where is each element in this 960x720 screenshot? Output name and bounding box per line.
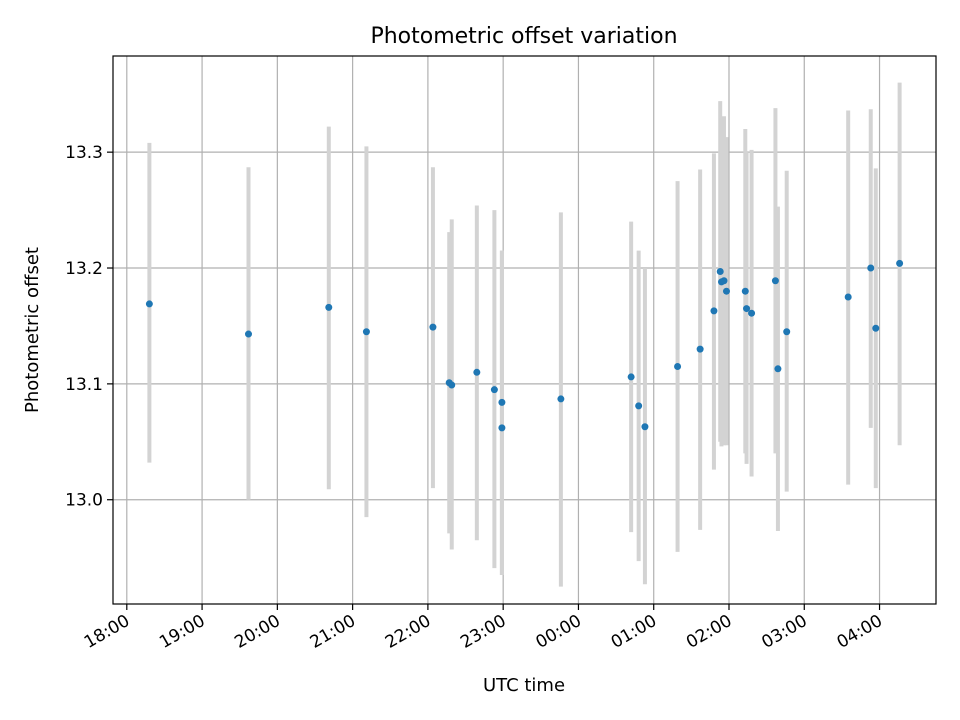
- data-points: [145, 259, 904, 432]
- x-axis-label: UTC time: [483, 675, 565, 696]
- data-point: [896, 259, 904, 267]
- x-tick-label: 18:00: [81, 611, 133, 653]
- data-point: [325, 303, 333, 311]
- data-point: [635, 402, 643, 410]
- y-tick-label: 13.1: [65, 375, 103, 395]
- grid-layer: [113, 56, 936, 604]
- x-tick-label: 03:00: [758, 611, 810, 653]
- x-tick-label: 01:00: [608, 611, 660, 653]
- x-tick-label: 04:00: [834, 611, 886, 653]
- data-point: [844, 293, 852, 301]
- data-point: [429, 323, 437, 331]
- data-point: [710, 307, 718, 315]
- x-axis-ticks: 18:00 19:00 20:00 21:00 22:00 23:00 00:00 01:00…: [81, 604, 886, 653]
- data-point: [627, 373, 635, 381]
- x-tick-label: 02:00: [683, 611, 735, 653]
- data-point: [748, 309, 756, 317]
- data-point: [498, 424, 506, 432]
- data-point: [145, 300, 153, 308]
- data-point: [448, 381, 456, 389]
- data-point: [743, 305, 751, 313]
- x-tick-label: 22:00: [382, 611, 434, 653]
- data-point: [741, 287, 749, 295]
- x-tick-label: 23:00: [457, 611, 509, 653]
- data-point: [498, 398, 506, 406]
- data-point: [362, 328, 370, 336]
- data-point: [490, 386, 498, 394]
- data-point: [557, 395, 565, 403]
- y-axis-ticks: 13.0 13.1 13.2 13.3: [65, 143, 113, 511]
- data-point: [641, 423, 649, 431]
- y-tick-label: 13.2: [65, 259, 103, 279]
- data-point: [244, 330, 252, 338]
- data-point: [872, 324, 880, 332]
- data-point: [473, 368, 481, 376]
- x-tick-label: 20:00: [231, 611, 283, 653]
- data-point: [696, 345, 704, 353]
- y-tick-label: 13.0: [65, 491, 103, 511]
- x-tick-label: 19:00: [156, 611, 208, 653]
- x-tick-label: 21:00: [307, 611, 359, 653]
- y-axis-label: Photometric offset: [22, 247, 43, 413]
- data-point: [774, 365, 782, 373]
- data-point: [716, 267, 724, 275]
- plot-frame: [112, 55, 937, 605]
- data-point: [722, 287, 730, 295]
- data-point: [720, 277, 728, 285]
- x-tick-label: 00:00: [533, 611, 585, 653]
- y-tick-label: 13.3: [65, 143, 103, 163]
- data-point: [674, 362, 682, 370]
- data-point: [867, 264, 875, 272]
- data-point: [771, 277, 779, 285]
- data-point: [783, 328, 791, 336]
- chart-title: Photometric offset variation: [370, 24, 677, 49]
